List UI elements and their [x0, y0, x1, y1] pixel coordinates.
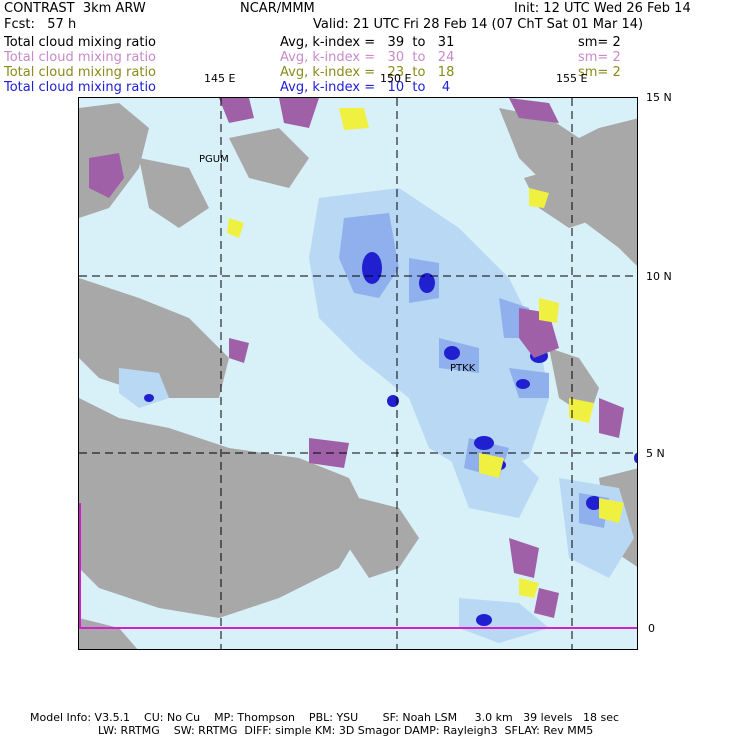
field-range-3: Avg, k-index = 23 to 18 [280, 65, 455, 80]
lat-label-5n: 5 N [646, 447, 665, 460]
purple-cloud-layer [89, 98, 624, 618]
forecast-hour: Fcst: 57 h [4, 17, 77, 32]
yellow-cloud-layer [227, 108, 624, 598]
lat-label-10n: 10 N [646, 270, 672, 283]
field-name-4: Total cloud mixing ratio [4, 80, 157, 95]
footer-model-info: Model Info: V3.5.1 CU: No Cu MP: Thompso… [30, 711, 620, 724]
field-range-1: Avg, k-index = 39 to 31 [280, 35, 455, 50]
lon-label-155: 155 E [556, 72, 588, 85]
org-title: NCAR/MMM [240, 1, 315, 16]
lat-label-0: 0 [648, 622, 655, 635]
field-sm-1: sm= 2 [578, 35, 621, 50]
station-ptkk: PTKK [450, 363, 476, 374]
init-time: Init: 12 UTC Wed 26 Feb 14 [514, 1, 691, 16]
station-pgum: PGUM [199, 154, 229, 165]
field-range-4: Avg, k-index = 10 to 4 [280, 80, 451, 95]
field-name-1: Total cloud mixing ratio [4, 35, 157, 50]
cloud-map-canvas: PGUM PTKK [79, 98, 637, 649]
valid-time: Valid: 21 UTC Fri 28 Feb 14 (07 ChT Sat … [313, 17, 644, 32]
deep-cloud-layer [339, 213, 609, 528]
cloud-map: PGUM PTKK [78, 97, 638, 650]
field-sm-2: sm= 2 [578, 50, 621, 65]
field-sm-3: sm= 2 [578, 65, 621, 80]
lat-label-15n: 15 N [646, 91, 672, 104]
model-title: CONTRAST 3km ARW [4, 1, 146, 16]
field-name-2: Total cloud mixing ratio [4, 50, 157, 65]
lon-label-150: 150 E [380, 72, 412, 85]
field-name-3: Total cloud mixing ratio [4, 65, 157, 80]
lon-label-145: 145 E [204, 72, 236, 85]
graticule [79, 98, 637, 649]
field-range-2: Avg, k-index = 30 to 24 [280, 50, 455, 65]
footer-physics-info: LW: RRTMG SW: RRTMG DIFF: simple KM: 3D … [98, 724, 594, 737]
